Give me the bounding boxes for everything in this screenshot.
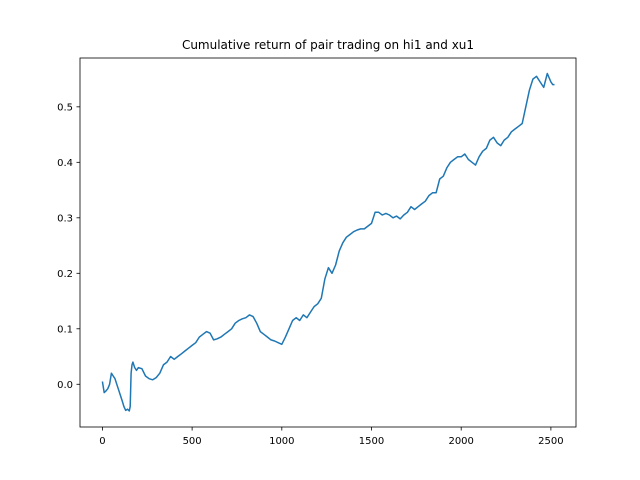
x-tick-label: 1000	[269, 436, 294, 447]
series-line-0	[101, 72, 555, 412]
y-tick-label: 0.1	[57, 324, 73, 335]
y-tick-label: 0.0	[57, 380, 73, 391]
x-tick-label: 2500	[538, 436, 563, 447]
y-tick-label: 0.4	[57, 158, 73, 169]
plot-area	[101, 72, 555, 412]
x-tick-label: 1500	[359, 436, 384, 447]
x-tick-label: 500	[183, 436, 202, 447]
chart-title: Cumulative return of pair trading on hi1…	[182, 38, 474, 52]
x-tick-label: 2000	[448, 436, 473, 447]
y-axis: 0.0 0.1 0.2 0.3 0.4 0.5	[57, 102, 80, 391]
y-tick-label: 0.3	[57, 213, 73, 224]
x-tick-label: 0	[99, 436, 105, 447]
y-tick-label: 0.2	[57, 269, 73, 280]
x-axis: 0 500 1000 1500 2000 2500	[99, 427, 564, 447]
axes-frame	[79, 57, 577, 428]
y-tick-label: 0.5	[57, 102, 73, 113]
